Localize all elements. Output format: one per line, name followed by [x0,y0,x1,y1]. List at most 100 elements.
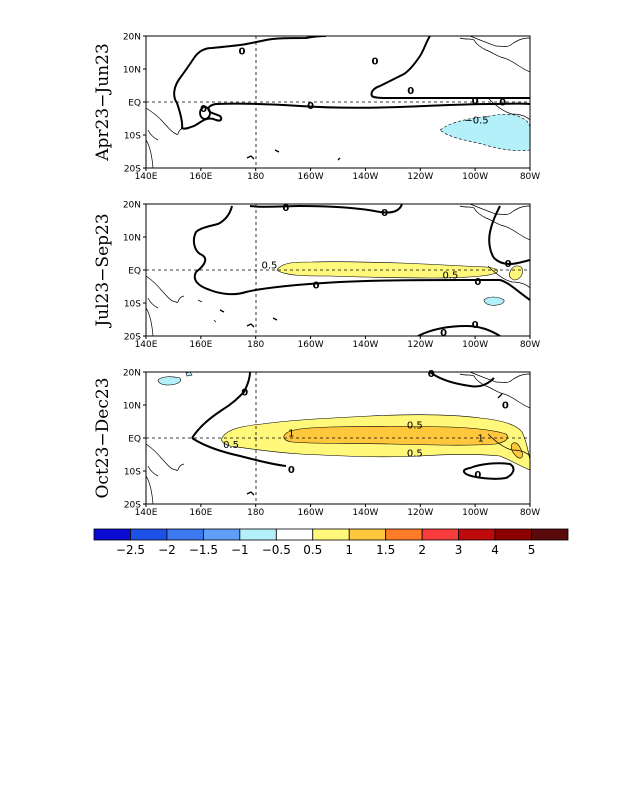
x-tick-label: 120W [407,508,433,518]
colorbar-label: −2 [158,543,176,557]
x-tick-label: 160W [298,340,324,350]
colorbar-swatch [275,528,314,541]
contour-labels: 0 0 0 0.5 1 1 0.5 0.5 0 0 [223,369,509,481]
panel-oct-dec: Oct23−Dec23 0 0 0 0.5 1 1 0.5 0.5 0 0 140E 160E 180… [93,369,540,519]
panel-shading [146,36,530,168]
coastline [459,204,530,289]
y-tick-label: 10S [124,468,141,478]
colorbar-label: 3 [455,543,463,557]
colorbar: −2.5 −2 −1.5 −1 −0.5 0.5 1 1.5 2 3 4 5 [93,528,569,557]
colorbar-label: 5 [528,543,536,557]
panel-title: Apr23−Jun23 [93,43,113,162]
coastline [459,372,530,457]
x-tick-label: 100W [462,340,488,350]
coastline [146,275,217,336]
x-tick-label: 180 [247,172,264,182]
contour-label: 0 [472,320,479,331]
panel-axes: 140E 160E 180 160W 140W 120W 100W 80W 20N 10N EQ 10… [123,201,540,351]
colorbar-swatch [421,528,460,541]
contour-zero [191,372,515,480]
contour-label: 0.5 [443,270,459,281]
colorbar-swatch [385,528,423,541]
contour-label: 1 [477,434,483,445]
y-tick-label: 10N [123,402,141,412]
contour-label: 0 [372,56,379,67]
contour-label: 0 [499,98,506,109]
negative-anomaly-region [483,296,505,306]
x-tick-label: 180 [247,340,264,350]
panel-axes: 140E 160E 180 160W 140W 120W 100W 80W20N10NEQ10… [123,33,540,183]
contour-label: 0 [200,104,207,115]
colorbar-label: 2 [418,543,426,557]
contour-label: 0 [474,470,481,481]
colorbar-swatch [348,528,387,541]
negative-anomaly-region [439,113,530,151]
colorbar-label: 4 [491,543,499,557]
y-tick-label: EQ [128,267,141,277]
x-tick-label: 140W [352,340,378,350]
x-tick-label: 160E [189,340,212,350]
contour-label: 0.5 [407,420,423,431]
y-tick-label: 10N [123,234,141,244]
contour-label: 0.5 [223,440,239,451]
colorbar-swatch [494,528,532,541]
contour-zero [192,204,530,336]
contour-label: 0 [472,96,479,107]
colorbar-swatch [166,528,204,541]
contour-label: 1 [288,429,294,440]
panel-title: Oct23−Dec23 [93,377,113,498]
panel-axes: 140E 160E 180 160W 140W 120W 100W 80W20N10NEQ10… [123,369,540,519]
y-tick-label: 20S [124,333,141,343]
panel-jul-sep: Jul23−Sep23 0 0 0.5 0.5 0 0 0 0 0 140E 160E 180 160… [93,201,540,351]
y-tick-label: 20S [124,165,141,175]
y-tick-label: 20N [123,33,141,43]
x-tick-label: 160E [189,508,212,518]
colorbar-swatch [458,528,496,541]
colorbar-swatch [312,528,350,541]
x-tick-label: 100W [462,172,488,182]
x-tick-label: 160W [298,508,324,518]
x-tick-label: 140E [135,340,158,350]
y-tick-label: 10S [124,132,141,142]
contour-label: 0 [241,387,248,398]
contour-label: 0 [313,280,320,291]
contour-labels: 0 0 0.5 0.5 0 0 0 0 0 [261,203,512,339]
y-tick-label: 20S [124,501,141,511]
y-tick-label: 10S [124,300,141,310]
panel-shading [146,372,530,504]
strong-positive-region [283,425,508,446]
y-tick-label: 20N [123,201,141,211]
x-tick-label: 140W [352,172,378,182]
x-tick-label: 160E [189,172,212,182]
contour-label: 0 [239,46,246,57]
colorbar-swatch [93,528,131,541]
contour-labels: 0 0 0 0 0 0 0 −0.5 [200,46,506,127]
contour-label: 0.5 [261,261,277,272]
contour-label: 0.5 [407,448,423,459]
x-tick-label: 140W [352,508,378,518]
negative-anomaly-region [157,376,181,386]
colorbar-swatch [202,528,241,541]
contour-label: 0 [307,101,314,112]
colorbar-label: −2.5 [116,543,145,557]
x-tick-label: 140E [135,508,158,518]
x-tick-label: 180 [247,508,264,518]
y-tick-label: EQ [128,435,141,445]
colorbar-label: 0.5 [303,543,322,557]
contour-label: −0.5 [464,116,488,127]
contour-label: 0 [505,259,512,270]
x-tick-label: 160W [298,172,324,182]
coastline [146,107,185,168]
colorbar-swatch [531,528,569,541]
colorbar-label: 1 [345,543,353,557]
x-tick-label: 80W [520,340,540,350]
positive-anomaly-region [508,265,523,281]
x-tick-label: 120W [407,340,433,350]
negative-anomaly-region [185,372,193,377]
contour-zero [219,309,278,328]
colorbar-swatch [130,528,168,541]
contour-label: 0 [282,203,289,214]
colorbar-swatch [239,528,277,541]
